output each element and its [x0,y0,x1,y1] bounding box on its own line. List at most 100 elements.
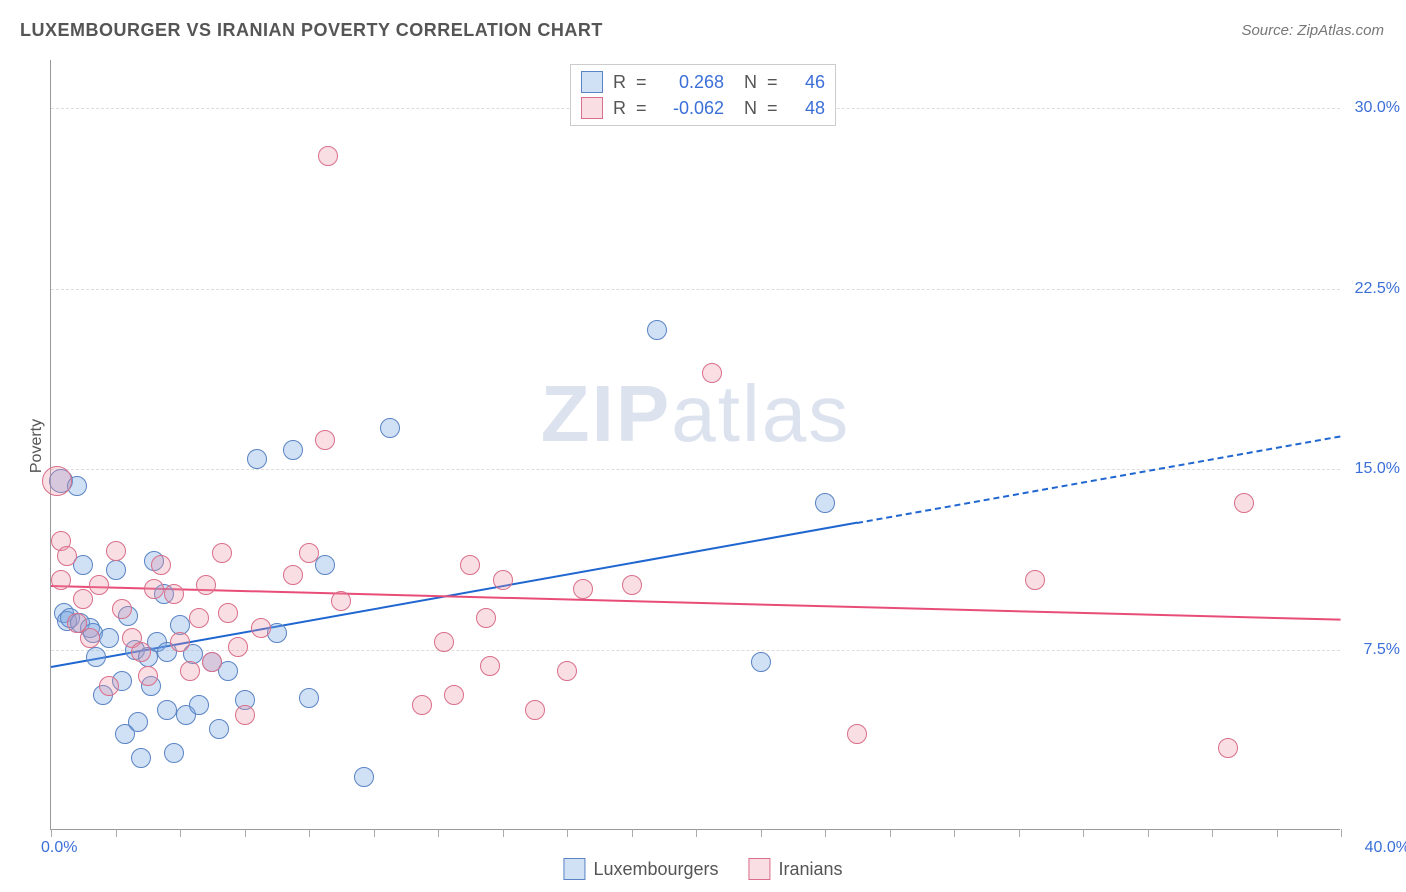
r-label: R [613,72,626,93]
x-tick [1277,829,1278,837]
x-tick [1148,829,1149,837]
x-tick [116,829,117,837]
y-axis-label: Poverty [28,419,46,473]
source-label: Source: ZipAtlas.com [1241,22,1384,39]
scatter-point [573,579,593,599]
r-label: R [613,98,626,119]
scatter-point [138,666,158,686]
scatter-point [247,449,267,469]
x-tick [374,829,375,837]
legend-swatch [581,71,603,93]
stats-legend: R = 0.268 N = 46R = -0.062 N = 48 [570,64,836,126]
scatter-point [815,493,835,513]
n-label: N [744,98,757,119]
x-min-label: 0.0% [41,839,77,857]
equals-sign: = [636,72,654,93]
scatter-point [51,570,71,590]
stats-legend-row: R = -0.062 N = 48 [581,95,825,121]
scatter-point [647,320,667,340]
series-legend-item: Iranians [749,858,843,880]
scatter-point [99,628,119,648]
x-tick [51,829,52,837]
scatter-point [218,603,238,623]
scatter-point [196,575,216,595]
x-tick [309,829,310,837]
scatter-point [480,656,500,676]
equals-sign: = [636,98,654,119]
chart-title: LUXEMBOURGER VS IRANIAN POVERTY CORRELAT… [20,20,603,41]
scatter-point [622,575,642,595]
scatter-point [493,570,513,590]
x-tick [245,829,246,837]
scatter-point [1218,738,1238,758]
legend-swatch [581,97,603,119]
scatter-point [180,661,200,681]
trend-line [51,585,1341,621]
scatter-point [151,555,171,575]
x-tick [825,829,826,837]
scatter-point [73,589,93,609]
legend-swatch [749,858,771,880]
legend-swatch [563,858,585,880]
series-label: Iranians [779,859,843,880]
scatter-point [202,652,222,672]
grid-line [51,289,1340,290]
equals-sign: = [767,98,785,119]
x-tick [890,829,891,837]
x-tick [1083,829,1084,837]
x-max-label: 40.0% [1365,839,1406,857]
scatter-point [235,705,255,725]
scatter-point [1025,570,1045,590]
scatter-point [209,719,229,739]
scatter-point [1234,493,1254,513]
x-tick [696,829,697,837]
scatter-point [189,608,209,628]
scatter-point [164,743,184,763]
r-value: 0.268 [664,72,724,93]
x-tick [180,829,181,837]
scatter-point [170,632,190,652]
scatter-point [164,584,184,604]
scatter-point [106,541,126,561]
scatter-point [315,430,335,450]
scatter-point [702,363,722,383]
y-tick-label: 7.5% [1364,641,1400,659]
scatter-point [42,466,72,496]
series-label: Luxembourgers [593,859,718,880]
scatter-point [131,642,151,662]
scatter-point [434,632,454,652]
scatter-point [751,652,771,672]
r-value: -0.062 [664,98,724,119]
scatter-point [354,767,374,787]
chart-container: LUXEMBOURGER VS IRANIAN POVERTY CORRELAT… [0,0,1406,892]
scatter-point [380,418,400,438]
stats-legend-row: R=0.268N=46 [581,69,825,95]
scatter-point [112,599,132,619]
scatter-point [99,676,119,696]
scatter-point [444,685,464,705]
watermark: ZIPatlas [541,368,850,460]
scatter-point [299,688,319,708]
watermark-rest: atlas [671,369,850,458]
scatter-point [89,575,109,595]
y-tick-label: 15.0% [1355,460,1400,478]
scatter-point [525,700,545,720]
scatter-point [57,546,77,566]
y-tick-label: 30.0% [1355,99,1400,117]
scatter-point [331,591,351,611]
scatter-point [476,608,496,628]
x-tick [632,829,633,837]
scatter-point [144,579,164,599]
n-value: 46 [795,72,825,93]
n-value: 48 [795,98,825,119]
x-tick [1341,829,1342,837]
equals-sign: = [767,72,785,93]
series-legend: Luxembourgers Iranians [563,858,842,880]
x-tick [1212,829,1213,837]
scatter-point [283,440,303,460]
scatter-point [283,565,303,585]
x-tick [761,829,762,837]
scatter-point [157,700,177,720]
x-tick [438,829,439,837]
x-tick [503,829,504,837]
